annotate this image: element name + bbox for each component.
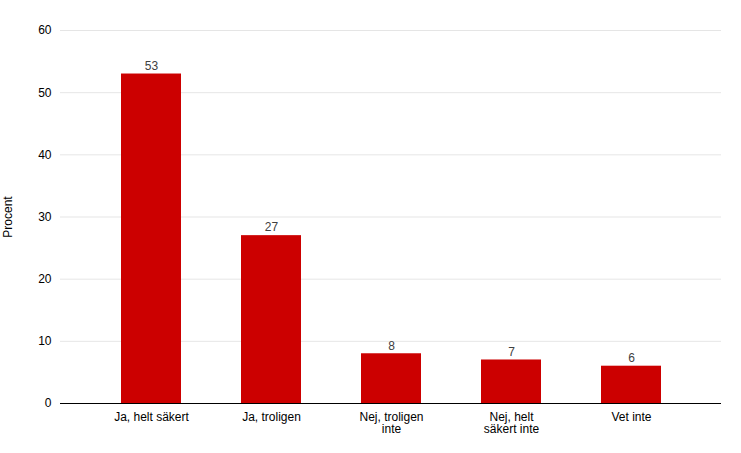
svg-text:Procent: Procent — [1, 196, 15, 238]
svg-text:6: 6 — [628, 351, 635, 365]
svg-text:Nej, heltsäkert inte: Nej, heltsäkert inte — [484, 410, 540, 436]
svg-text:Ja, troligen: Ja, troligen — [242, 410, 301, 424]
svg-text:8: 8 — [388, 339, 395, 353]
svg-text:60: 60 — [38, 23, 52, 37]
svg-text:Nej, troligeninte: Nej, troligeninte — [359, 410, 423, 436]
svg-text:0: 0 — [45, 396, 52, 410]
svg-text:53: 53 — [145, 59, 159, 73]
svg-text:50: 50 — [38, 86, 52, 100]
svg-text:27: 27 — [265, 220, 279, 234]
svg-text:7: 7 — [508, 345, 515, 359]
svg-text:20: 20 — [38, 272, 52, 286]
svg-text:40: 40 — [38, 148, 52, 162]
svg-text:Ja, helt säkert: Ja, helt säkert — [114, 410, 189, 424]
svg-text:30: 30 — [38, 210, 52, 224]
svg-text:Vet inte: Vet inte — [611, 410, 651, 424]
svg-text:10: 10 — [38, 334, 52, 348]
